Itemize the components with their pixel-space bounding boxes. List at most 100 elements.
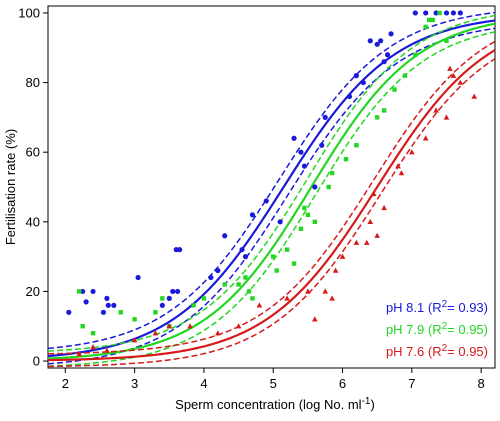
data-point — [298, 149, 304, 155]
upper-band-2 — [47, 40, 496, 355]
data-point — [322, 288, 329, 294]
y-tick-label: 80 — [26, 75, 40, 90]
lower-band-1 — [47, 31, 496, 367]
data-point — [208, 274, 214, 281]
legend: pH 8.1 (R2= 0.93) pH 7.9 (R2= 0.95) pH 7… — [386, 299, 488, 359]
data-point — [360, 79, 366, 86]
data-point — [450, 72, 457, 78]
data-point — [298, 226, 304, 231]
data-point — [104, 295, 110, 301]
data-point — [302, 205, 307, 211]
data-point — [312, 316, 318, 322]
data-point — [409, 149, 415, 155]
data-point — [90, 330, 96, 336]
data-point — [447, 65, 453, 71]
data-point — [457, 10, 463, 16]
upper-band-1 — [47, 14, 496, 352]
data-point — [374, 115, 380, 120]
data-point — [215, 267, 221, 274]
data-point — [433, 107, 439, 113]
data-point — [457, 79, 464, 85]
data-point — [412, 10, 418, 16]
data-point — [426, 17, 432, 23]
data-point — [443, 10, 450, 16]
data-point — [153, 310, 158, 315]
x-tick-label: 8 — [478, 376, 485, 391]
data-point — [118, 310, 123, 315]
data-point — [305, 212, 311, 218]
data-point — [222, 282, 227, 287]
data-point — [312, 219, 318, 225]
data-point — [249, 212, 256, 218]
data-point — [174, 288, 181, 295]
data-point — [374, 232, 380, 238]
data-point — [384, 52, 391, 58]
data-point — [236, 282, 241, 287]
data-point — [222, 233, 228, 239]
data-point — [239, 247, 245, 253]
legend-entry-ph79: pH 7.9 (R2= 0.95) — [386, 321, 488, 337]
data-point — [83, 299, 89, 305]
y-tick-label: 40 — [26, 214, 40, 229]
data-point — [76, 289, 82, 294]
data-point — [242, 254, 249, 260]
data-point — [354, 143, 359, 148]
x-axis-ticks: 2 3 4 5 6 7 8 — [62, 368, 485, 391]
data-point — [346, 93, 353, 100]
x-axis-title: Sperm concentration (log No. ml-1) — [175, 396, 375, 412]
data-point — [160, 296, 165, 301]
data-point — [135, 274, 141, 281]
y-tick-label: 20 — [26, 284, 40, 299]
data-point — [374, 41, 380, 47]
data-point — [166, 323, 173, 329]
data-point — [166, 295, 172, 301]
data-point — [312, 184, 318, 190]
data-point — [132, 317, 137, 322]
data-point — [301, 163, 308, 169]
data-point — [284, 295, 290, 301]
data-point — [90, 344, 96, 350]
data-points — [66, 10, 478, 357]
data-point — [201, 296, 207, 301]
data-point — [277, 219, 283, 225]
y-tick-label: 0 — [33, 354, 40, 369]
data-point — [100, 309, 107, 315]
data-point — [444, 38, 449, 44]
data-point — [422, 135, 429, 141]
data-point — [243, 275, 248, 280]
data-point — [471, 93, 478, 99]
data-point — [90, 288, 96, 295]
x-tick-label: 5 — [270, 376, 277, 391]
data-point — [332, 267, 339, 273]
fit-line-2 — [47, 49, 496, 362]
data-point — [111, 302, 117, 308]
data-point — [398, 170, 405, 176]
data-point — [353, 239, 360, 245]
x-tick-label: 4 — [200, 376, 207, 391]
data-point — [246, 289, 252, 294]
data-point — [256, 302, 263, 308]
data-point — [152, 330, 159, 336]
data-point — [402, 73, 408, 78]
data-point — [284, 247, 290, 252]
data-point — [159, 302, 165, 308]
data-point — [329, 295, 335, 301]
data-point — [343, 156, 349, 162]
data-point — [378, 38, 384, 44]
data-point — [381, 108, 387, 113]
y-axis-ticks: 0 20 40 60 80 100 — [18, 5, 48, 369]
y-tick-label: 100 — [18, 5, 40, 20]
lower-band-2 — [47, 58, 496, 368]
data-point — [388, 31, 394, 37]
data-point — [363, 239, 370, 245]
fit-curves — [47, 11, 496, 368]
y-tick-label: 60 — [26, 145, 40, 160]
data-point — [367, 218, 374, 225]
x-tick-label: 7 — [408, 376, 415, 391]
upper-band-0 — [47, 11, 496, 350]
data-point — [131, 337, 138, 343]
data-point — [395, 163, 401, 169]
data-point — [170, 288, 176, 295]
data-point — [413, 52, 418, 57]
